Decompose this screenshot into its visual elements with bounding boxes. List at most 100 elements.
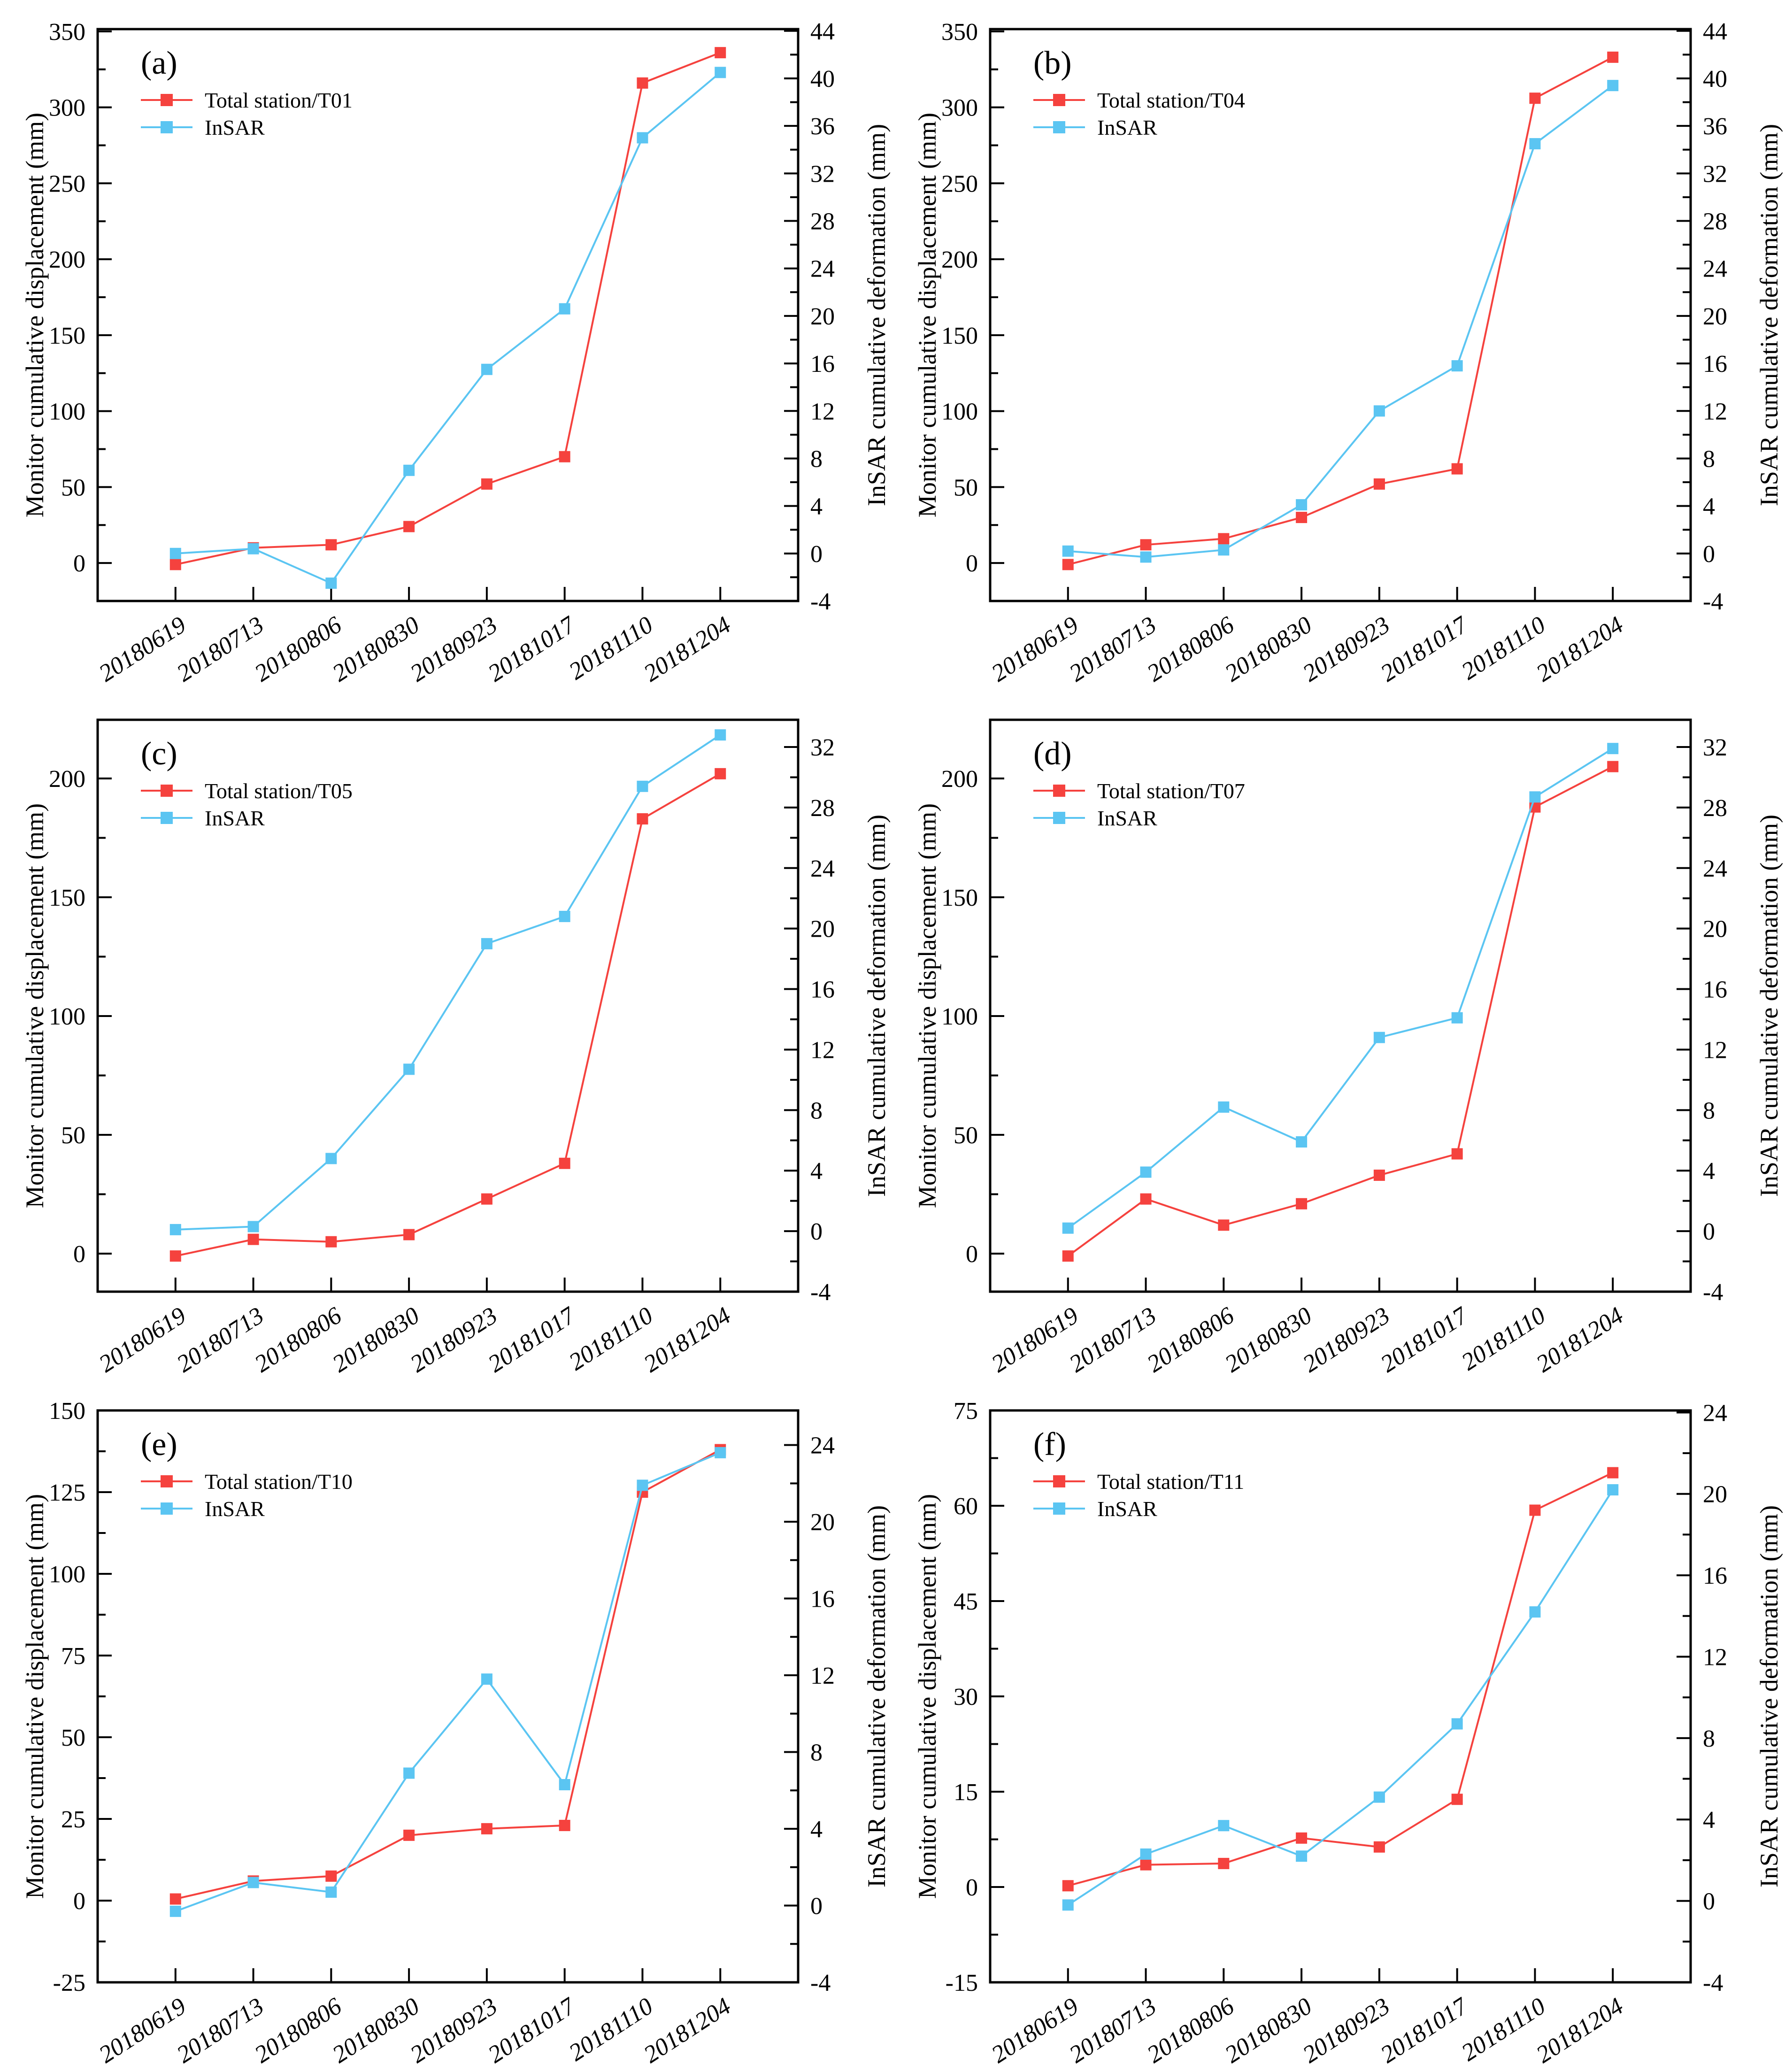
- left-axis-title-group: Monitor cumulative displacement (mm): [913, 1494, 941, 1899]
- data-point-marker: [1140, 1859, 1152, 1871]
- x-tick-label: 20181204: [1531, 611, 1628, 687]
- right-tick-label: 16: [810, 977, 835, 1003]
- left-tick-label: 50: [61, 1122, 85, 1149]
- left-tick-label: 350: [941, 19, 978, 46]
- left-tick-label: 100: [49, 399, 85, 425]
- data-point-marker: [1607, 51, 1619, 63]
- data-point-marker: [637, 1479, 648, 1491]
- x-tick-label: 20181017: [484, 1302, 581, 1378]
- left-tick-label: 150: [49, 323, 85, 349]
- left-axis: 0 50 100 150 200 250 300 350: [941, 19, 1004, 602]
- x-tick-label: 20180830: [328, 611, 424, 687]
- left-tick-label: 250: [941, 170, 978, 197]
- legend-marker: [1053, 785, 1065, 797]
- x-tick-label-group: 20180923: [1298, 1302, 1394, 1378]
- x-tick-label-group: 20181110: [1457, 1302, 1550, 1376]
- legend-marker: [161, 785, 173, 797]
- right-tick-label: 8: [1703, 1097, 1715, 1124]
- right-tick-label: 44: [1703, 18, 1727, 45]
- data-point-marker: [715, 1447, 726, 1458]
- x-tick-label: 20180713: [172, 1302, 269, 1378]
- right-axis: -4 0 4 8 12 16 20 24 28 32: [784, 734, 835, 1306]
- data-point-marker: [403, 464, 415, 476]
- data-point-marker: [1529, 791, 1541, 803]
- data-point-marker: [1373, 478, 1385, 490]
- data-point-marker: [169, 1250, 181, 1262]
- series-total-station: [169, 47, 726, 570]
- legend-marker: [161, 121, 173, 133]
- data-point-marker: [1373, 405, 1385, 417]
- data-point-marker: [325, 539, 337, 551]
- data-point-marker: [1607, 1484, 1619, 1496]
- data-point-marker: [1607, 80, 1619, 92]
- right-tick-label: 8: [810, 446, 823, 472]
- data-point-marker: [1218, 1101, 1230, 1113]
- left-tick-label: 100: [49, 1003, 85, 1030]
- x-tick-label-group: 20181204: [639, 611, 735, 687]
- x-tick-label-group: 20181204: [1531, 1993, 1628, 2068]
- right-tick-label: 32: [810, 161, 835, 187]
- chart-panel-e: -25 0 25 50 75 100 125 150 -4 0 4 8 12 16 20 24 20180619…: [21, 1398, 891, 2068]
- x-tick-label-group: 20181204: [639, 1993, 735, 2068]
- legend-label: InSAR: [1097, 116, 1157, 139]
- left-tick-label: 300: [941, 95, 978, 122]
- x-tick-label: 20181110: [564, 1993, 658, 2066]
- right-axis-title-group: InSAR cumulative deformation (mm): [1755, 1505, 1783, 1887]
- data-point-marker: [247, 543, 259, 555]
- right-tick-label: 12: [1703, 398, 1727, 425]
- left-tick-label: 25: [61, 1806, 85, 1833]
- series-line: [1067, 1489, 1614, 1906]
- data-point-marker: [1607, 743, 1619, 755]
- right-tick-label: 12: [1703, 1037, 1727, 1063]
- x-tick-label-group: 20181017: [484, 1302, 581, 1378]
- x-tick-label-group: 20180830: [1220, 1302, 1316, 1378]
- data-point-marker: [1296, 1136, 1308, 1148]
- right-axis-title: InSAR cumulative deformation (mm): [1755, 1505, 1783, 1887]
- data-point-marker: [1062, 1250, 1074, 1262]
- right-tick-label: 0: [1703, 541, 1715, 568]
- x-tick-label-group: 20180830: [1220, 1993, 1316, 2068]
- x-tick-label: 20181204: [1531, 1302, 1628, 1378]
- series-total-station: [169, 768, 726, 1262]
- x-tick-label: 20181204: [1531, 1993, 1628, 2068]
- right-tick-label: 20: [810, 916, 835, 943]
- left-tick-label: -25: [53, 1970, 85, 1996]
- x-tick-label: 20180923: [406, 1993, 502, 2068]
- right-axis: -4 0 4 8 12 16 20 24: [784, 1433, 835, 1996]
- panel-letter: (a): [141, 45, 177, 81]
- right-axis: -4 0 4 8 12 16 20 24: [1677, 1400, 1727, 1996]
- plot-frame: [96, 1409, 800, 1984]
- left-tick-label: 15: [954, 1779, 978, 1806]
- right-tick-label: 24: [810, 256, 835, 283]
- data-point-marker: [1373, 1170, 1385, 1181]
- data-point-marker: [1062, 1880, 1074, 1892]
- plot-frame: [96, 718, 800, 1293]
- legend-label: InSAR: [205, 806, 265, 830]
- right-tick-label: 0: [810, 1218, 823, 1245]
- right-tick-label: -4: [1703, 588, 1723, 615]
- x-tick-label: 20180806: [1142, 611, 1239, 687]
- x-tick-label: 20181110: [1457, 1993, 1550, 2066]
- legend-marker: [161, 94, 173, 106]
- data-point-marker: [637, 132, 648, 144]
- data-point-marker: [1529, 1606, 1541, 1618]
- left-axis-title-group: Monitor cumulative displacement (mm): [21, 803, 49, 1208]
- left-axis: -15 0 15 30 45 60 75: [946, 1398, 1004, 1996]
- legend-label: InSAR: [1097, 1497, 1157, 1521]
- x-tick-label-group: 20181204: [1531, 611, 1628, 687]
- series-line: [175, 71, 721, 585]
- left-axis: 0 50 100 150 200: [49, 766, 112, 1268]
- x-tick-label-group: 20180619: [987, 611, 1083, 687]
- x-tick-label: 20180830: [1220, 1302, 1316, 1378]
- x-tick-label-group: 20180923: [406, 1993, 502, 2068]
- data-point-marker: [1218, 1820, 1230, 1832]
- series-insar: [1062, 1484, 1619, 1911]
- series-insar: [1062, 80, 1619, 563]
- x-tick-label-group: 20180713: [1065, 1993, 1161, 2068]
- right-tick-label: 8: [810, 1740, 823, 1766]
- panel-letter: (b): [1033, 45, 1072, 81]
- left-tick-label: 200: [941, 766, 978, 793]
- right-tick-label: 4: [810, 1158, 823, 1185]
- x-tick-label: 20180923: [1298, 1993, 1394, 2068]
- chart-panel-c: 050100150200-404812162024283220180619201…: [21, 718, 891, 1378]
